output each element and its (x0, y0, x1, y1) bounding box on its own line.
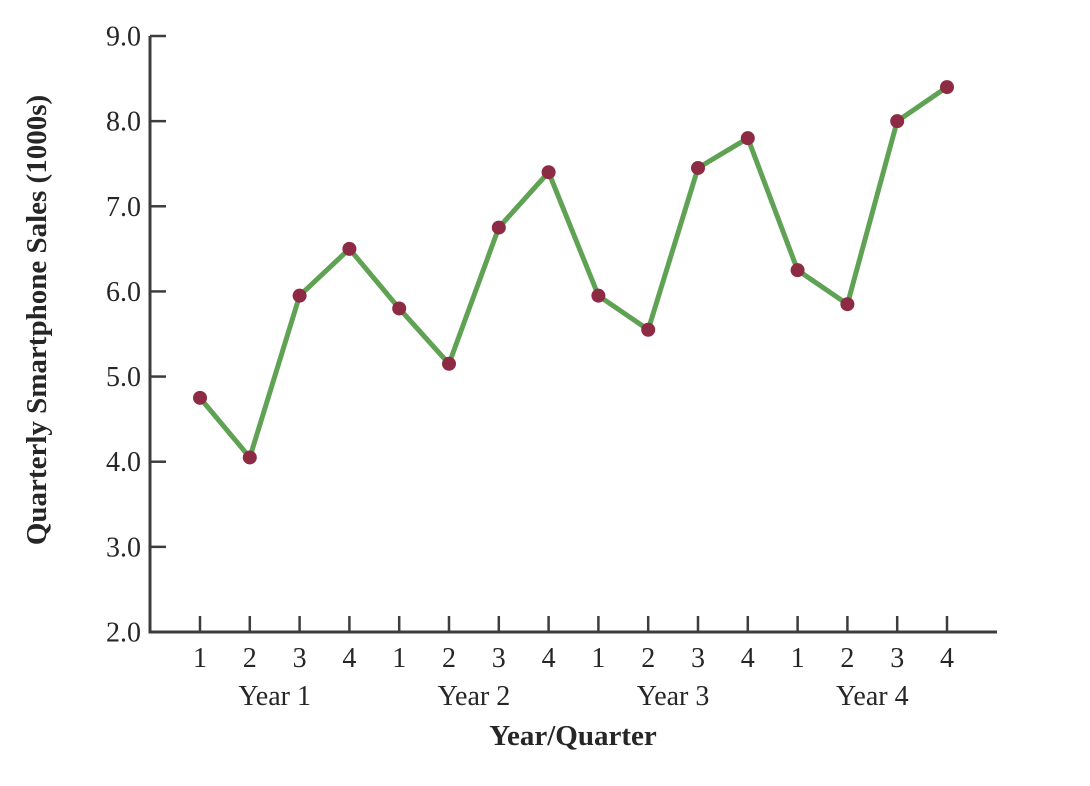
sales-line (197, 84, 950, 460)
data-point (591, 288, 606, 303)
y-tick-label: 8.0 (106, 107, 141, 138)
data-point (541, 165, 556, 180)
x-tick-label: 3 (890, 643, 904, 674)
data-point (840, 297, 855, 312)
data-point (641, 322, 656, 337)
y-tick-label: 3.0 (106, 532, 141, 563)
year-group-label: Year 2 (438, 681, 511, 712)
x-tick-label: 1 (193, 643, 207, 674)
year-group-label: Year 3 (637, 681, 710, 712)
y-axis-title: Quarterly Smartphone Sales (1000s) (21, 95, 53, 545)
y-tick-label: 5.0 (106, 362, 141, 393)
year-group-label: Year 1 (238, 681, 311, 712)
data-point (940, 80, 954, 95)
x-tick-label: 4 (542, 643, 556, 674)
x-tick-label: 4 (342, 643, 356, 674)
y-tick-label: 6.0 (106, 277, 141, 308)
x-tick-label: 3 (293, 643, 307, 674)
x-tick-label: 2 (840, 643, 854, 674)
x-tick-label: 1 (791, 643, 805, 674)
x-tick-label: 2 (641, 643, 655, 674)
y-tick-label: 2.0 (106, 618, 141, 649)
x-tick-label: 2 (442, 643, 456, 674)
data-point (890, 114, 905, 129)
x-tick-label: 1 (591, 643, 605, 674)
x-tick-label: 4 (741, 643, 755, 674)
y-tick-label: 7.0 (106, 192, 141, 223)
data-point (790, 263, 805, 278)
y-tick-label: 4.0 (106, 447, 141, 478)
data-point (292, 288, 307, 303)
data-point (691, 160, 705, 175)
x-axis-title: Year/Quarter (489, 720, 657, 752)
y-tick-label: 9.0 (106, 21, 141, 52)
data-point (392, 301, 407, 316)
x-tick-label: 1 (392, 643, 406, 674)
chart-generated-layer: 2.0 3.0 4.0 5.0 6.0 7.0 8.0 9.0 1 2 3 4 1 2 3 4 1 2 3 4 1 2 3 4… (106, 21, 997, 712)
x-tick-label: 4 (940, 643, 954, 674)
data-point (740, 131, 755, 146)
year-group-label: Year 4 (836, 681, 909, 712)
data-point (491, 220, 506, 235)
x-tick-label: 2 (243, 643, 257, 674)
x-tick-label: 3 (492, 643, 506, 674)
data-point (342, 241, 357, 256)
data-point (442, 356, 456, 371)
data-point (193, 390, 207, 405)
x-tick-label: 3 (691, 643, 705, 674)
data-point (242, 450, 257, 465)
